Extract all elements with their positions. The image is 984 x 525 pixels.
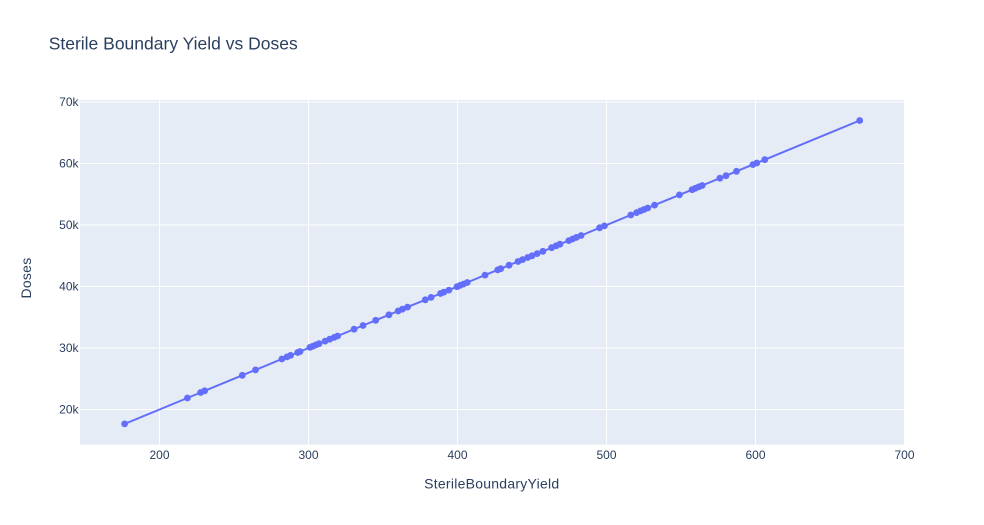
svg-text:40k: 40k [59,280,79,294]
svg-text:500: 500 [596,448,616,462]
svg-text:400: 400 [447,448,467,462]
svg-text:300: 300 [298,448,318,462]
svg-text:30k: 30k [59,341,79,355]
svg-text:200: 200 [149,448,169,462]
svg-text:600: 600 [745,448,765,462]
svg-text:50k: 50k [59,218,79,232]
svg-text:20k: 20k [59,403,79,417]
svg-text:Doses: Doses [18,258,34,299]
svg-text:700: 700 [894,448,914,462]
svg-text:Sterile Boundary Yield vs Dose: Sterile Boundary Yield vs Doses [49,33,298,53]
svg-text:60k: 60k [59,157,79,171]
svg-text:70k: 70k [59,95,79,109]
svg-text:SterileBoundaryYield: SterileBoundaryYield [424,475,559,491]
